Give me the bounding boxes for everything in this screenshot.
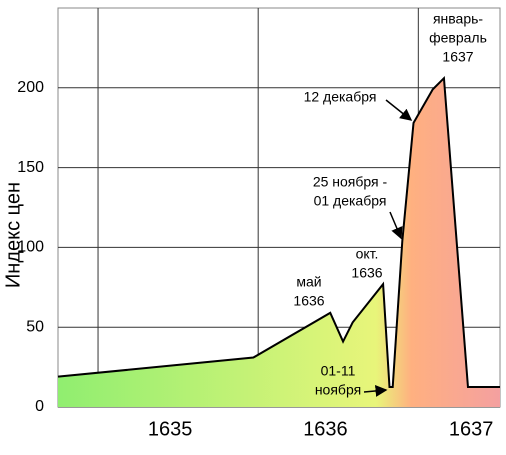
y-tick-label: 0 bbox=[35, 398, 44, 415]
annotation-arrow bbox=[385, 99, 413, 121]
annotation: окт. bbox=[356, 246, 379, 262]
y-tick-label: 100 bbox=[17, 239, 44, 256]
price-line bbox=[57, 75, 500, 389]
annotation-arrow bbox=[363, 384, 388, 397]
annotation: 1636 bbox=[351, 265, 382, 281]
annotation: 01 декабря bbox=[314, 193, 387, 209]
y-axis-label: Индекс цен bbox=[2, 182, 24, 288]
annotation: 25 ноября - bbox=[313, 174, 388, 190]
annotation: 1637 bbox=[442, 49, 473, 65]
annotation: 1636 bbox=[293, 293, 324, 309]
annotation: ноября bbox=[315, 382, 361, 398]
x-tick-label: 1636 bbox=[303, 418, 348, 440]
annotation: май bbox=[296, 274, 321, 290]
area-fill bbox=[58, 78, 500, 407]
annotation: февраль bbox=[429, 30, 487, 46]
x-tick-label: 1635 bbox=[148, 418, 193, 440]
annotation: 01-11 bbox=[321, 363, 356, 379]
annotation: январь- bbox=[433, 11, 483, 27]
y-tick-label: 200 bbox=[17, 79, 44, 96]
y-tick-label: 50 bbox=[26, 318, 44, 335]
annotation: 12 декабря bbox=[304, 89, 377, 105]
x-tick-label: 1637 bbox=[449, 418, 494, 440]
annotation-arrow bbox=[389, 211, 403, 240]
y-tick-label: 150 bbox=[17, 159, 44, 176]
